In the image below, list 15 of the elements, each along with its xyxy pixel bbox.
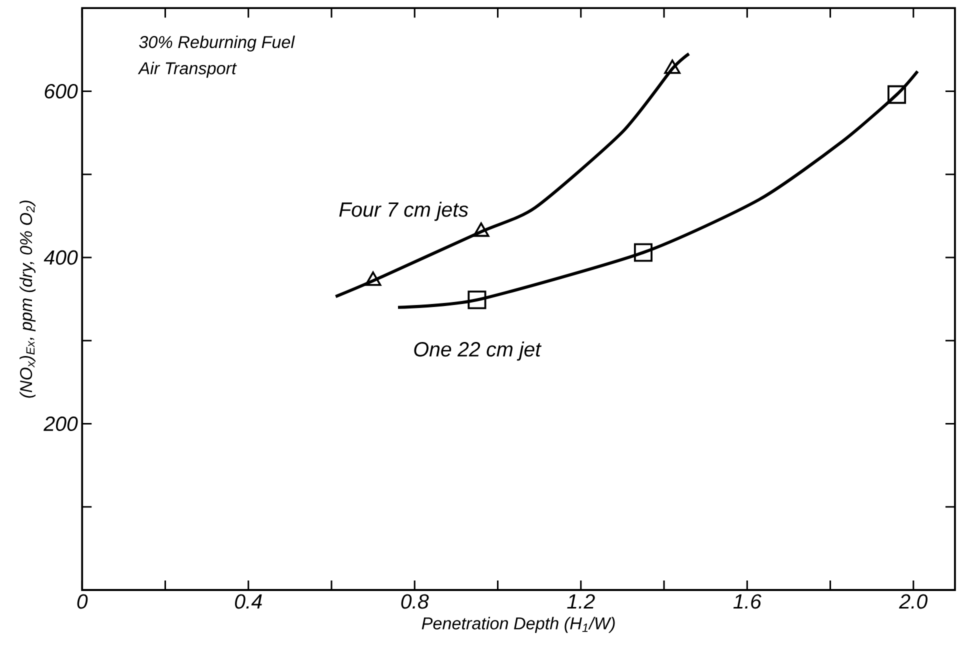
- x-tick-label: 1.2: [567, 594, 595, 609]
- y-tick-label: 200: [44, 416, 78, 432]
- y-tick-label: 400: [44, 250, 78, 265]
- annotation: Air Transport: [138, 62, 237, 78]
- x-tick-label: 2.0: [899, 594, 928, 609]
- x-axis-title: Penetration Depth (H$_{1}$/W): [422, 616, 615, 633]
- x-tick-label: 0: [77, 594, 88, 609]
- series-label: One 22 cm jet: [414, 341, 542, 361]
- x-tick-label: 0.8: [401, 594, 429, 609]
- annotation: 30% Reburning Fuel: [139, 36, 295, 52]
- y-tick-label: 600: [44, 84, 78, 99]
- x-tick-label: 0.4: [235, 594, 262, 609]
- y-axis-title: (NO$_{x}$)$_{Ex}$, ppm (dry, 0% O$_{2}$): [20, 200, 36, 398]
- x-tick-label: 1.6: [733, 594, 762, 609]
- series-label: Four 7 cm jets: [339, 202, 468, 221]
